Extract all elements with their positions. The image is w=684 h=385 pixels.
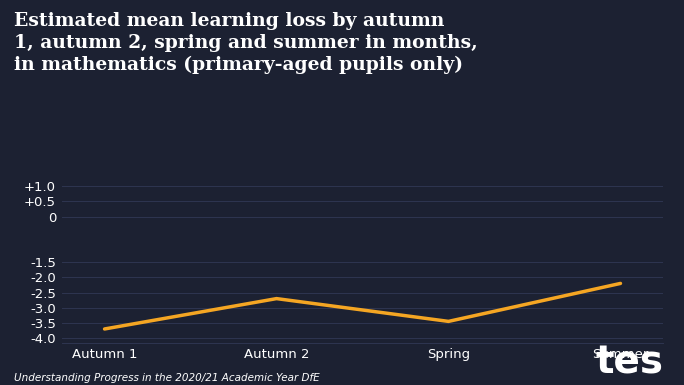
Text: Understanding Progress in the 2020/21 Academic Year DfE: Understanding Progress in the 2020/21 Ac… <box>14 373 319 383</box>
Text: Estimated mean learning loss by autumn
1, autumn 2, spring and summer in months,: Estimated mean learning loss by autumn 1… <box>14 12 477 74</box>
Text: tes: tes <box>596 343 663 381</box>
